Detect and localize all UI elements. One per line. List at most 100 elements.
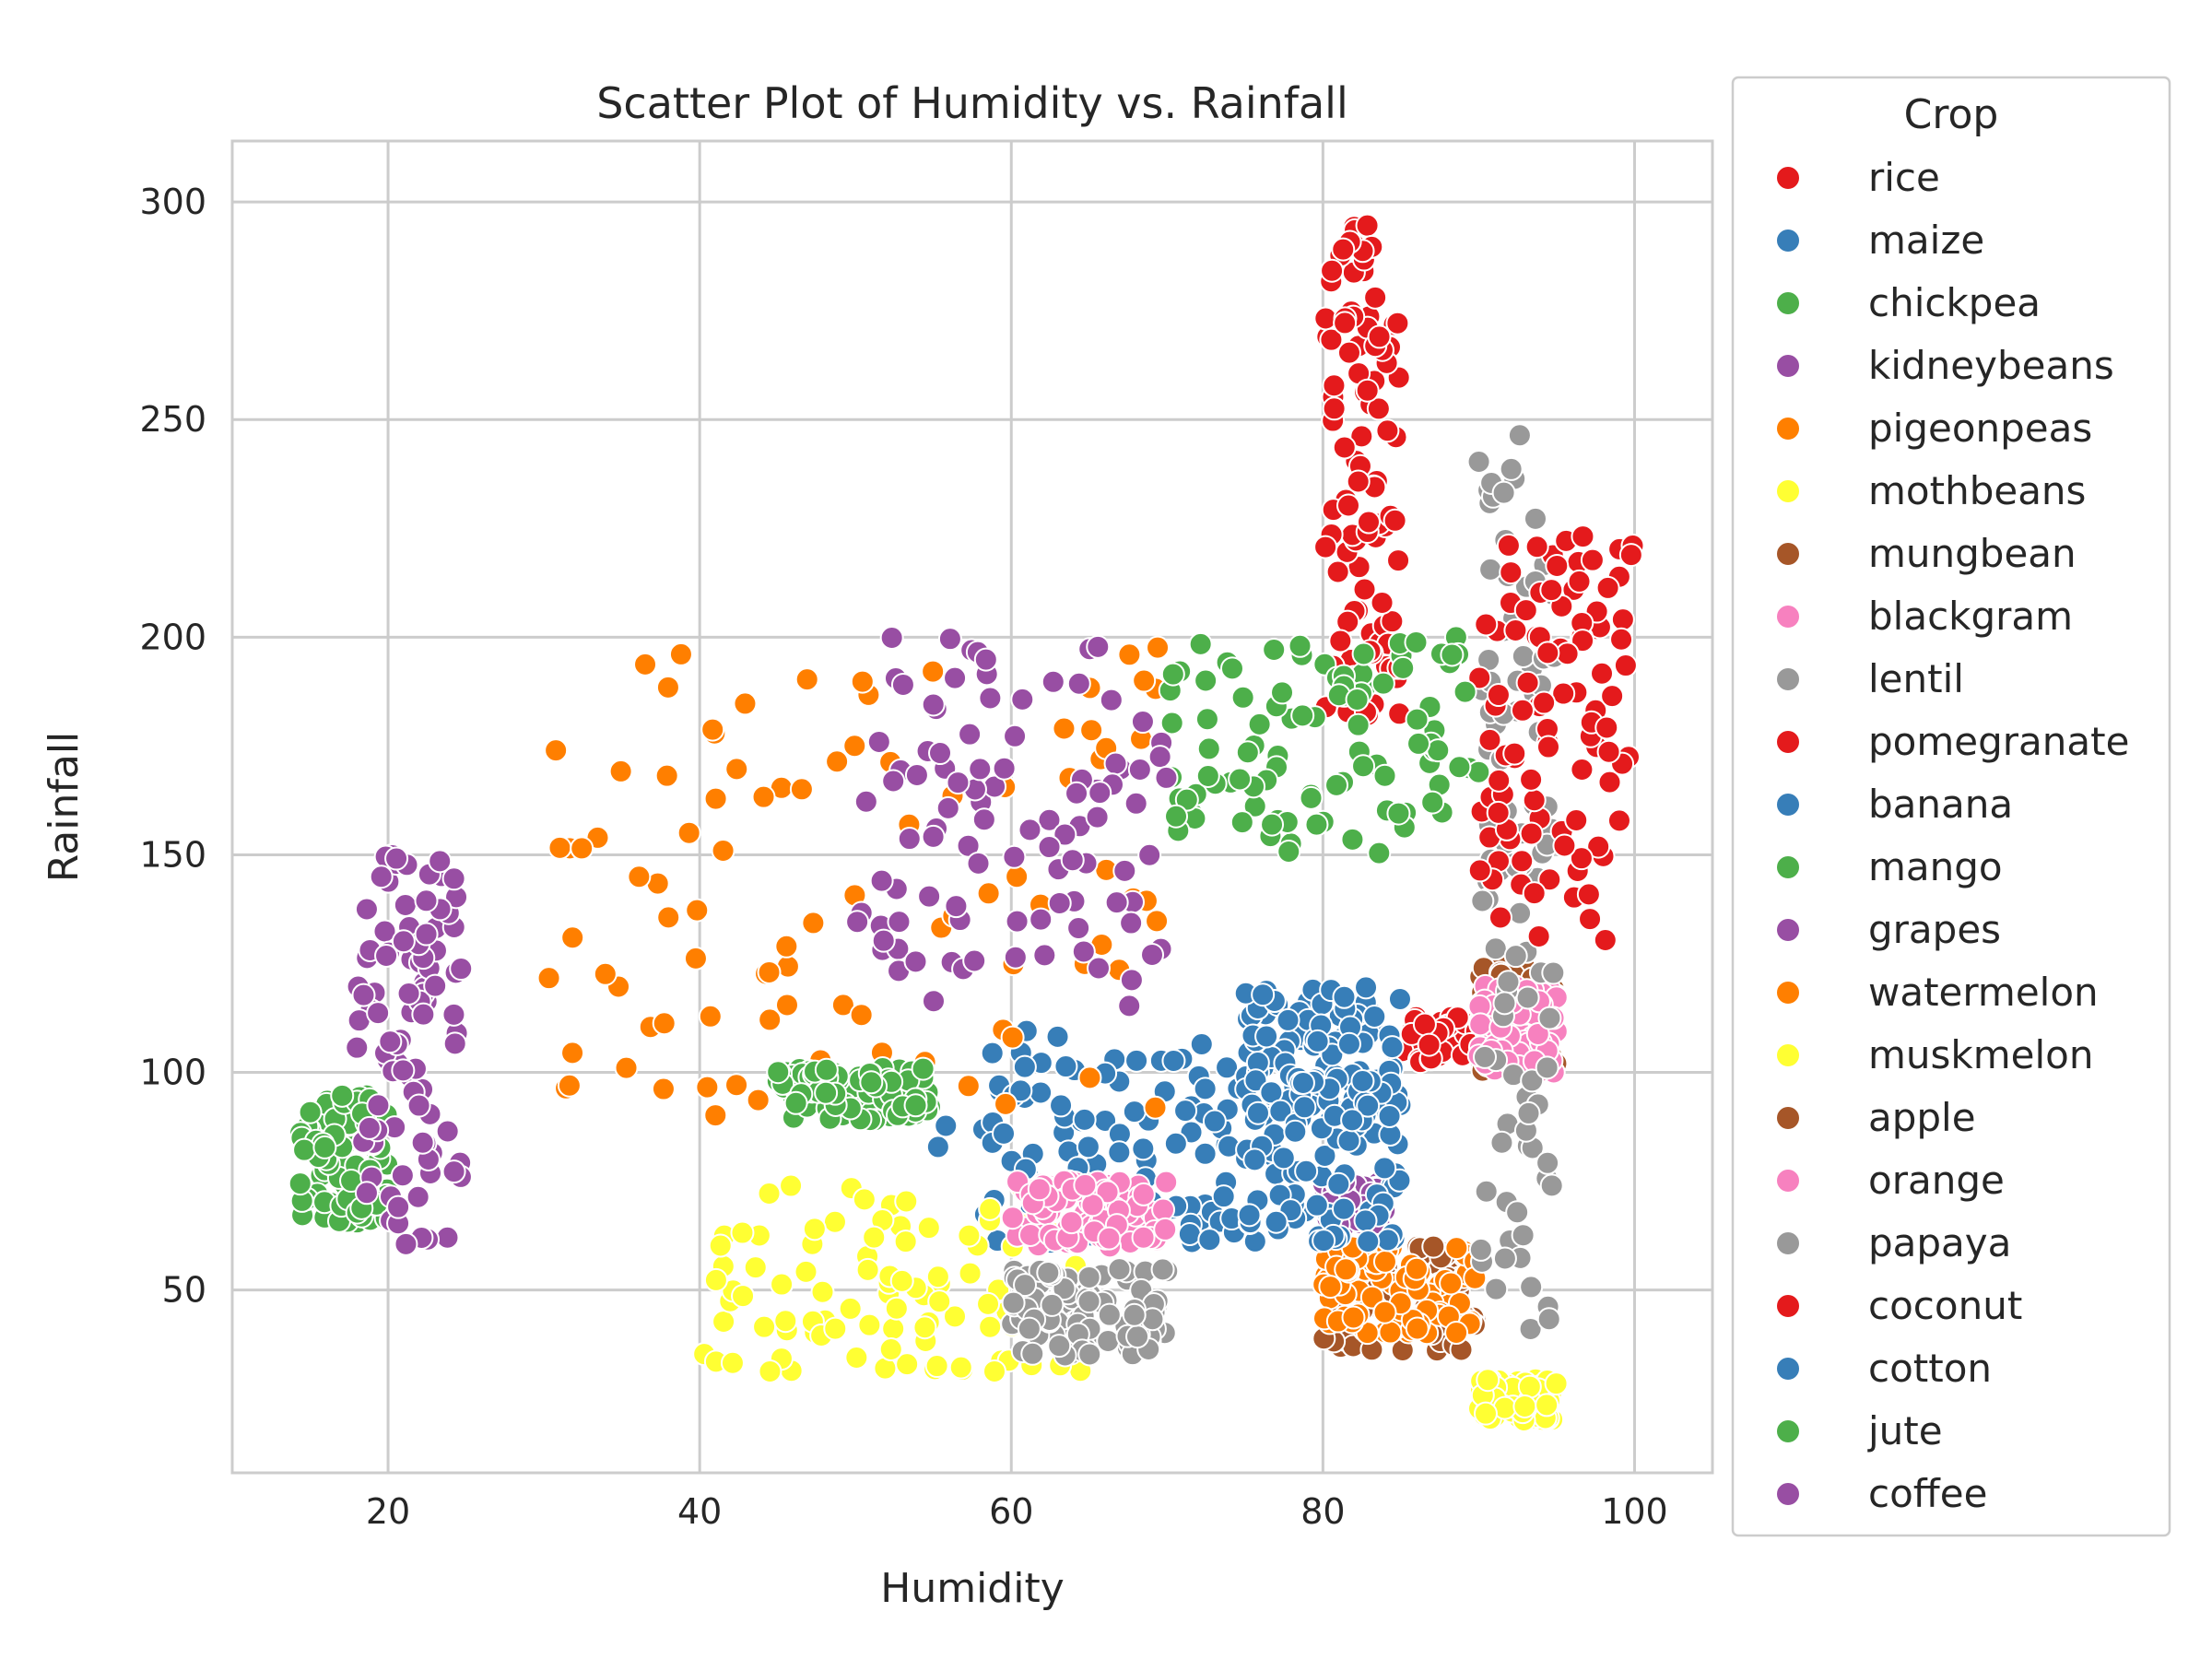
legend-marker-pomegranate	[1775, 729, 1801, 755]
legend-marker-banana	[1775, 792, 1801, 818]
point-coffee	[946, 771, 971, 795]
point-jute	[1367, 841, 1392, 865]
point-watermelon	[1405, 1316, 1430, 1341]
point-rice	[1352, 577, 1377, 602]
legend-item-mothbeans: mothbeans	[1775, 468, 2086, 513]
point-pomegranate	[1417, 1032, 1441, 1057]
point-rice	[1325, 559, 1350, 584]
point-pigeonpeas	[593, 961, 618, 986]
point-coffee	[845, 910, 870, 935]
point-jute	[1340, 827, 1365, 852]
point-coconut	[1551, 681, 1576, 706]
point-coffee	[935, 795, 960, 820]
legend-item-blackgram: blackgram	[1775, 594, 2073, 639]
point-jute	[1351, 641, 1376, 666]
x-tick-label: 20	[366, 1491, 410, 1532]
point-mothbeans	[895, 1352, 920, 1377]
point-mothbeans	[712, 1310, 736, 1334]
point-kidneybeans	[378, 1030, 403, 1054]
point-coffee	[1041, 669, 1065, 694]
point-jute	[1195, 763, 1220, 788]
point-coconut	[1576, 882, 1601, 907]
point-papaya	[1484, 1277, 1509, 1301]
point-mothbeans	[779, 1173, 804, 1198]
point-coffee	[1140, 942, 1165, 967]
point-banana	[1332, 984, 1357, 1009]
point-maize	[1029, 1080, 1053, 1105]
point-jute	[1440, 642, 1465, 667]
point-coconut	[1586, 834, 1611, 859]
point-lentil	[1122, 1302, 1147, 1327]
point-coffee	[1002, 844, 1027, 869]
point-blackgram	[1000, 1206, 1025, 1230]
point-coffee	[1154, 765, 1179, 790]
legend-label-mothbeans: mothbeans	[1868, 468, 2086, 513]
point-papaya	[1505, 1200, 1530, 1225]
point-maize	[1008, 1078, 1033, 1103]
point-coconut	[1606, 808, 1631, 833]
point-maize	[1177, 1222, 1202, 1247]
point-cotton	[1294, 1159, 1319, 1183]
point-lentil	[1125, 1324, 1150, 1349]
point-cotton	[1326, 1171, 1351, 1196]
legend-label-grapes: grapes	[1868, 907, 2001, 952]
legend-marker-mango	[1775, 854, 1801, 880]
point-jute	[1194, 707, 1219, 732]
point-pigeonpeas	[751, 784, 776, 809]
point-coffee	[956, 833, 981, 858]
point-papaya	[1492, 991, 1517, 1016]
point-papaya	[1468, 1237, 1493, 1262]
point-jute	[1299, 785, 1324, 810]
point-maize	[925, 1135, 950, 1159]
point-mothbeans	[844, 1345, 869, 1370]
legend-marker-coconut	[1775, 1293, 1801, 1319]
point-jute	[1453, 679, 1477, 704]
point-coffee	[966, 851, 991, 876]
legend-label-papaya: papaya	[1868, 1220, 2011, 1265]
point-pigeonpeas	[1005, 865, 1030, 889]
point-coffee	[917, 884, 942, 909]
point-coconut	[1590, 661, 1615, 686]
point-maize	[1049, 1093, 1074, 1118]
point-coconut	[1552, 833, 1577, 858]
point-cotton	[1271, 1146, 1296, 1171]
point-rice	[1331, 237, 1356, 262]
point-pigeonpeas	[1079, 718, 1104, 743]
point-coconut	[1578, 907, 1603, 932]
legend-label-maize: maize	[1868, 218, 1984, 263]
point-muskmelon	[1476, 1368, 1500, 1393]
point-coffee	[1087, 956, 1112, 981]
point-papaya	[1478, 557, 1503, 582]
point-mothbeans	[894, 1189, 919, 1214]
series-kidneybeans	[345, 842, 474, 1256]
point-maize	[992, 1121, 1017, 1146]
legend-label-orange: orange	[1868, 1158, 2005, 1203]
point-coffee	[1060, 848, 1085, 873]
point-coffee	[958, 722, 982, 747]
point-muskmelon	[1535, 1393, 1559, 1418]
point-coffee	[1010, 687, 1035, 712]
point-mango	[859, 1070, 884, 1095]
point-pigeonpeas	[685, 898, 710, 923]
point-coffee	[1119, 968, 1144, 993]
point-maize	[1122, 1100, 1147, 1124]
point-pigeonpeas	[830, 993, 855, 1018]
point-coffee	[1003, 724, 1028, 748]
point-coconut	[1503, 618, 1528, 642]
point-coffee	[1005, 909, 1030, 934]
legend-item-coffee: coffee	[1775, 1471, 1987, 1516]
point-mothbeans	[770, 1272, 794, 1297]
point-pomegranate	[1412, 1012, 1437, 1037]
point-kidneybeans	[406, 1093, 431, 1118]
point-mothbeans	[773, 1309, 798, 1334]
point-coconut	[1515, 670, 1540, 695]
point-papaya	[1541, 960, 1566, 985]
point-pigeonpeas	[757, 959, 782, 984]
point-coconut	[1474, 612, 1499, 637]
point-coffee	[973, 647, 998, 672]
point-muskmelon	[1517, 1374, 1542, 1399]
point-mothbeans	[912, 1315, 937, 1340]
legend-item-orange: orange	[1775, 1158, 2005, 1203]
point-coffee	[1065, 781, 1089, 806]
legend-marker-grapes	[1775, 917, 1801, 943]
